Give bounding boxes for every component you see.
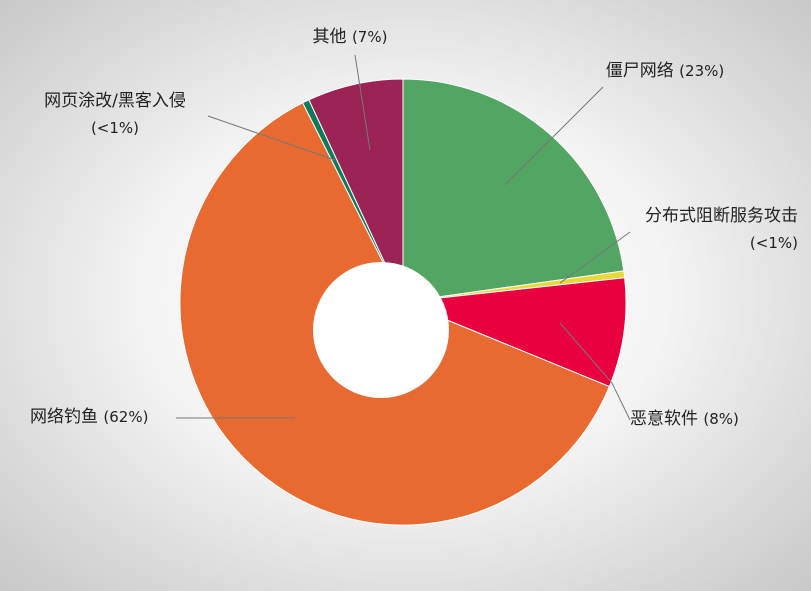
- category-name: 网络钓鱼: [30, 407, 98, 427]
- category-name: 僵尸网络: [605, 61, 674, 81]
- category-name: 恶意软件: [630, 409, 698, 429]
- leader-line: [207, 115, 336, 161]
- leader-line: [559, 322, 631, 421]
- slice: [308, 78, 404, 303]
- leader-lines: [176, 54, 631, 421]
- data-label: 网络钓鱼 (62%): [30, 404, 180, 431]
- leader-line: [559, 231, 631, 284]
- donut-hole: [313, 262, 449, 398]
- data-label: 分布式阻断服务攻击 (<1%): [628, 203, 798, 257]
- value-label: (62%): [103, 408, 149, 426]
- value-label: (23%): [679, 62, 725, 80]
- value-label: (8%): [703, 410, 739, 428]
- leader-line: [504, 86, 604, 186]
- data-label: 僵尸网络 (23%): [600, 58, 730, 85]
- data-label: 恶意软件 (8%): [630, 406, 790, 433]
- value-label: (7%): [351, 28, 388, 46]
- data-label: 其他 (7%): [290, 24, 410, 51]
- category-name: 分布式阻断服务攻击: [645, 206, 798, 226]
- slice: [402, 277, 627, 388]
- data-label: 网页涂改/黑客入侵 (<1%): [30, 88, 200, 142]
- slice: [402, 78, 625, 303]
- category-name: 网页涂改/黑客入侵: [44, 91, 186, 111]
- value-label: (<1%): [749, 234, 798, 252]
- leader-line: [354, 54, 371, 151]
- value-label: (<1%): [90, 119, 140, 137]
- category-name: 其他: [312, 27, 347, 47]
